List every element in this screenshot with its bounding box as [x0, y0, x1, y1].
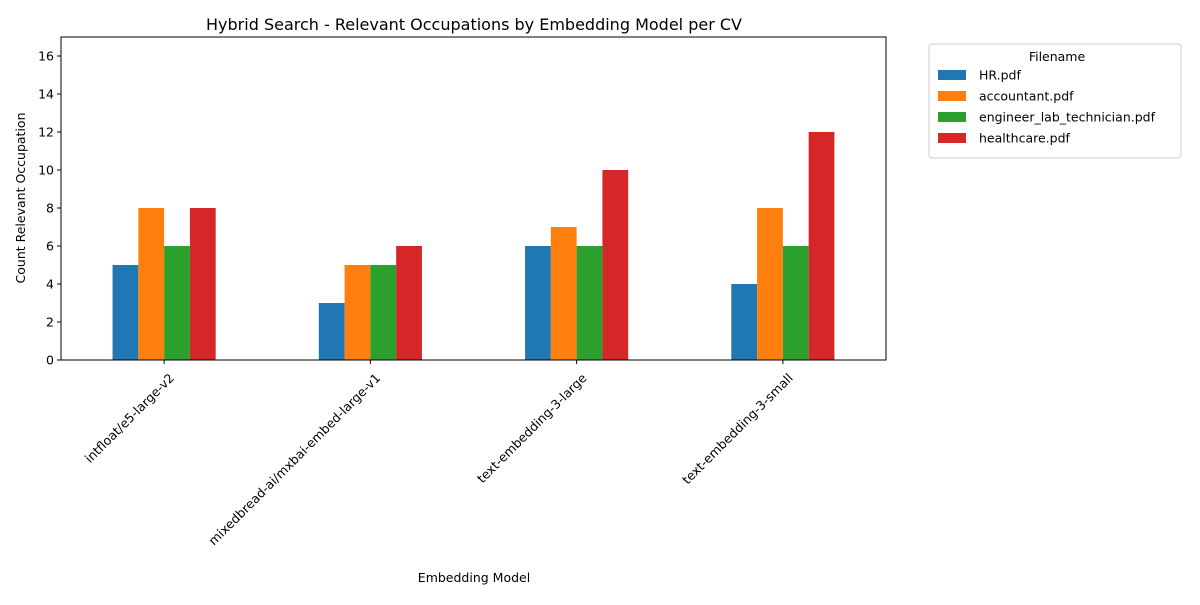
- x-axis-label: Embedding Model: [418, 570, 530, 585]
- bar-series-3-category-0: [189, 208, 216, 360]
- y-tick-label-0: 0: [46, 353, 54, 368]
- bar-series-1-category-0: [138, 208, 165, 360]
- bar-series-1-category-2: [550, 227, 577, 360]
- y-tick-label-1: 2: [46, 315, 54, 330]
- x-tick-label-1: mixedbread-ai/mxbai-embed-large-v1: [205, 370, 383, 548]
- y-tick-label-5: 10: [38, 163, 54, 178]
- legend-title: Filename: [1029, 49, 1086, 64]
- x-axis: intfloat/e5-large-v2 mixedbread-ai/mxbai-…: [82, 360, 796, 548]
- bar-series-2-category-0: [164, 246, 190, 360]
- bars-layer: [112, 132, 835, 360]
- y-tick-label-8: 16: [38, 49, 54, 64]
- bar-series-2-category-1: [370, 265, 397, 360]
- legend-frame: [928, 43, 1182, 159]
- y-axis: 0 2 4 6 8 10 12 14 16: [38, 49, 61, 368]
- legend-swatch-1: [938, 91, 966, 101]
- x-tick-label-0: intfloat/e5-large-v2: [82, 370, 177, 465]
- bar-series-0-category-2: [525, 246, 551, 360]
- bar-series-1-category-3: [757, 208, 783, 360]
- bar-series-1-category-1: [344, 265, 371, 360]
- chart-title: Hybrid Search - Relevant Occupations by …: [206, 15, 742, 34]
- legend-label-0: HR.pdf: [979, 68, 1021, 83]
- bar-series-3-category-2: [602, 170, 629, 360]
- bar-series-0-category-0: [112, 265, 139, 360]
- bar-series-2-category-3: [782, 246, 809, 360]
- y-axis-label: Count Relevant Occupation: [13, 113, 28, 284]
- y-tick-label-6: 12: [38, 125, 54, 140]
- bar-series-3-category-3: [808, 132, 835, 360]
- bar-series-2-category-2: [576, 246, 603, 360]
- bar-series-3-category-1: [396, 246, 422, 360]
- legend-swatch-0: [938, 70, 966, 80]
- legend: Filename HR.pdf accountant.pdf engineer_la…: [928, 43, 1182, 159]
- x-tick-label-3: text-embedding-3-small: [679, 370, 796, 487]
- y-tick-label-4: 8: [46, 201, 54, 216]
- legend-label-1: accountant.pdf: [979, 89, 1074, 104]
- plot-frame: [60, 36, 887, 361]
- legend-swatch-2: [938, 112, 966, 122]
- bar-series-0-category-1: [318, 303, 345, 360]
- bar-series-0-category-3: [731, 284, 758, 360]
- legend-label-3: healthcare.pdf: [979, 131, 1070, 146]
- legend-label-2: engineer_lab_technician.pdf: [979, 110, 1156, 125]
- legend-swatch-3: [938, 133, 966, 143]
- y-tick-label-2: 4: [46, 277, 54, 292]
- y-tick-label-3: 6: [46, 239, 54, 254]
- y-tick-label-7: 14: [38, 87, 54, 102]
- x-tick-label-2: text-embedding-3-large: [474, 370, 590, 486]
